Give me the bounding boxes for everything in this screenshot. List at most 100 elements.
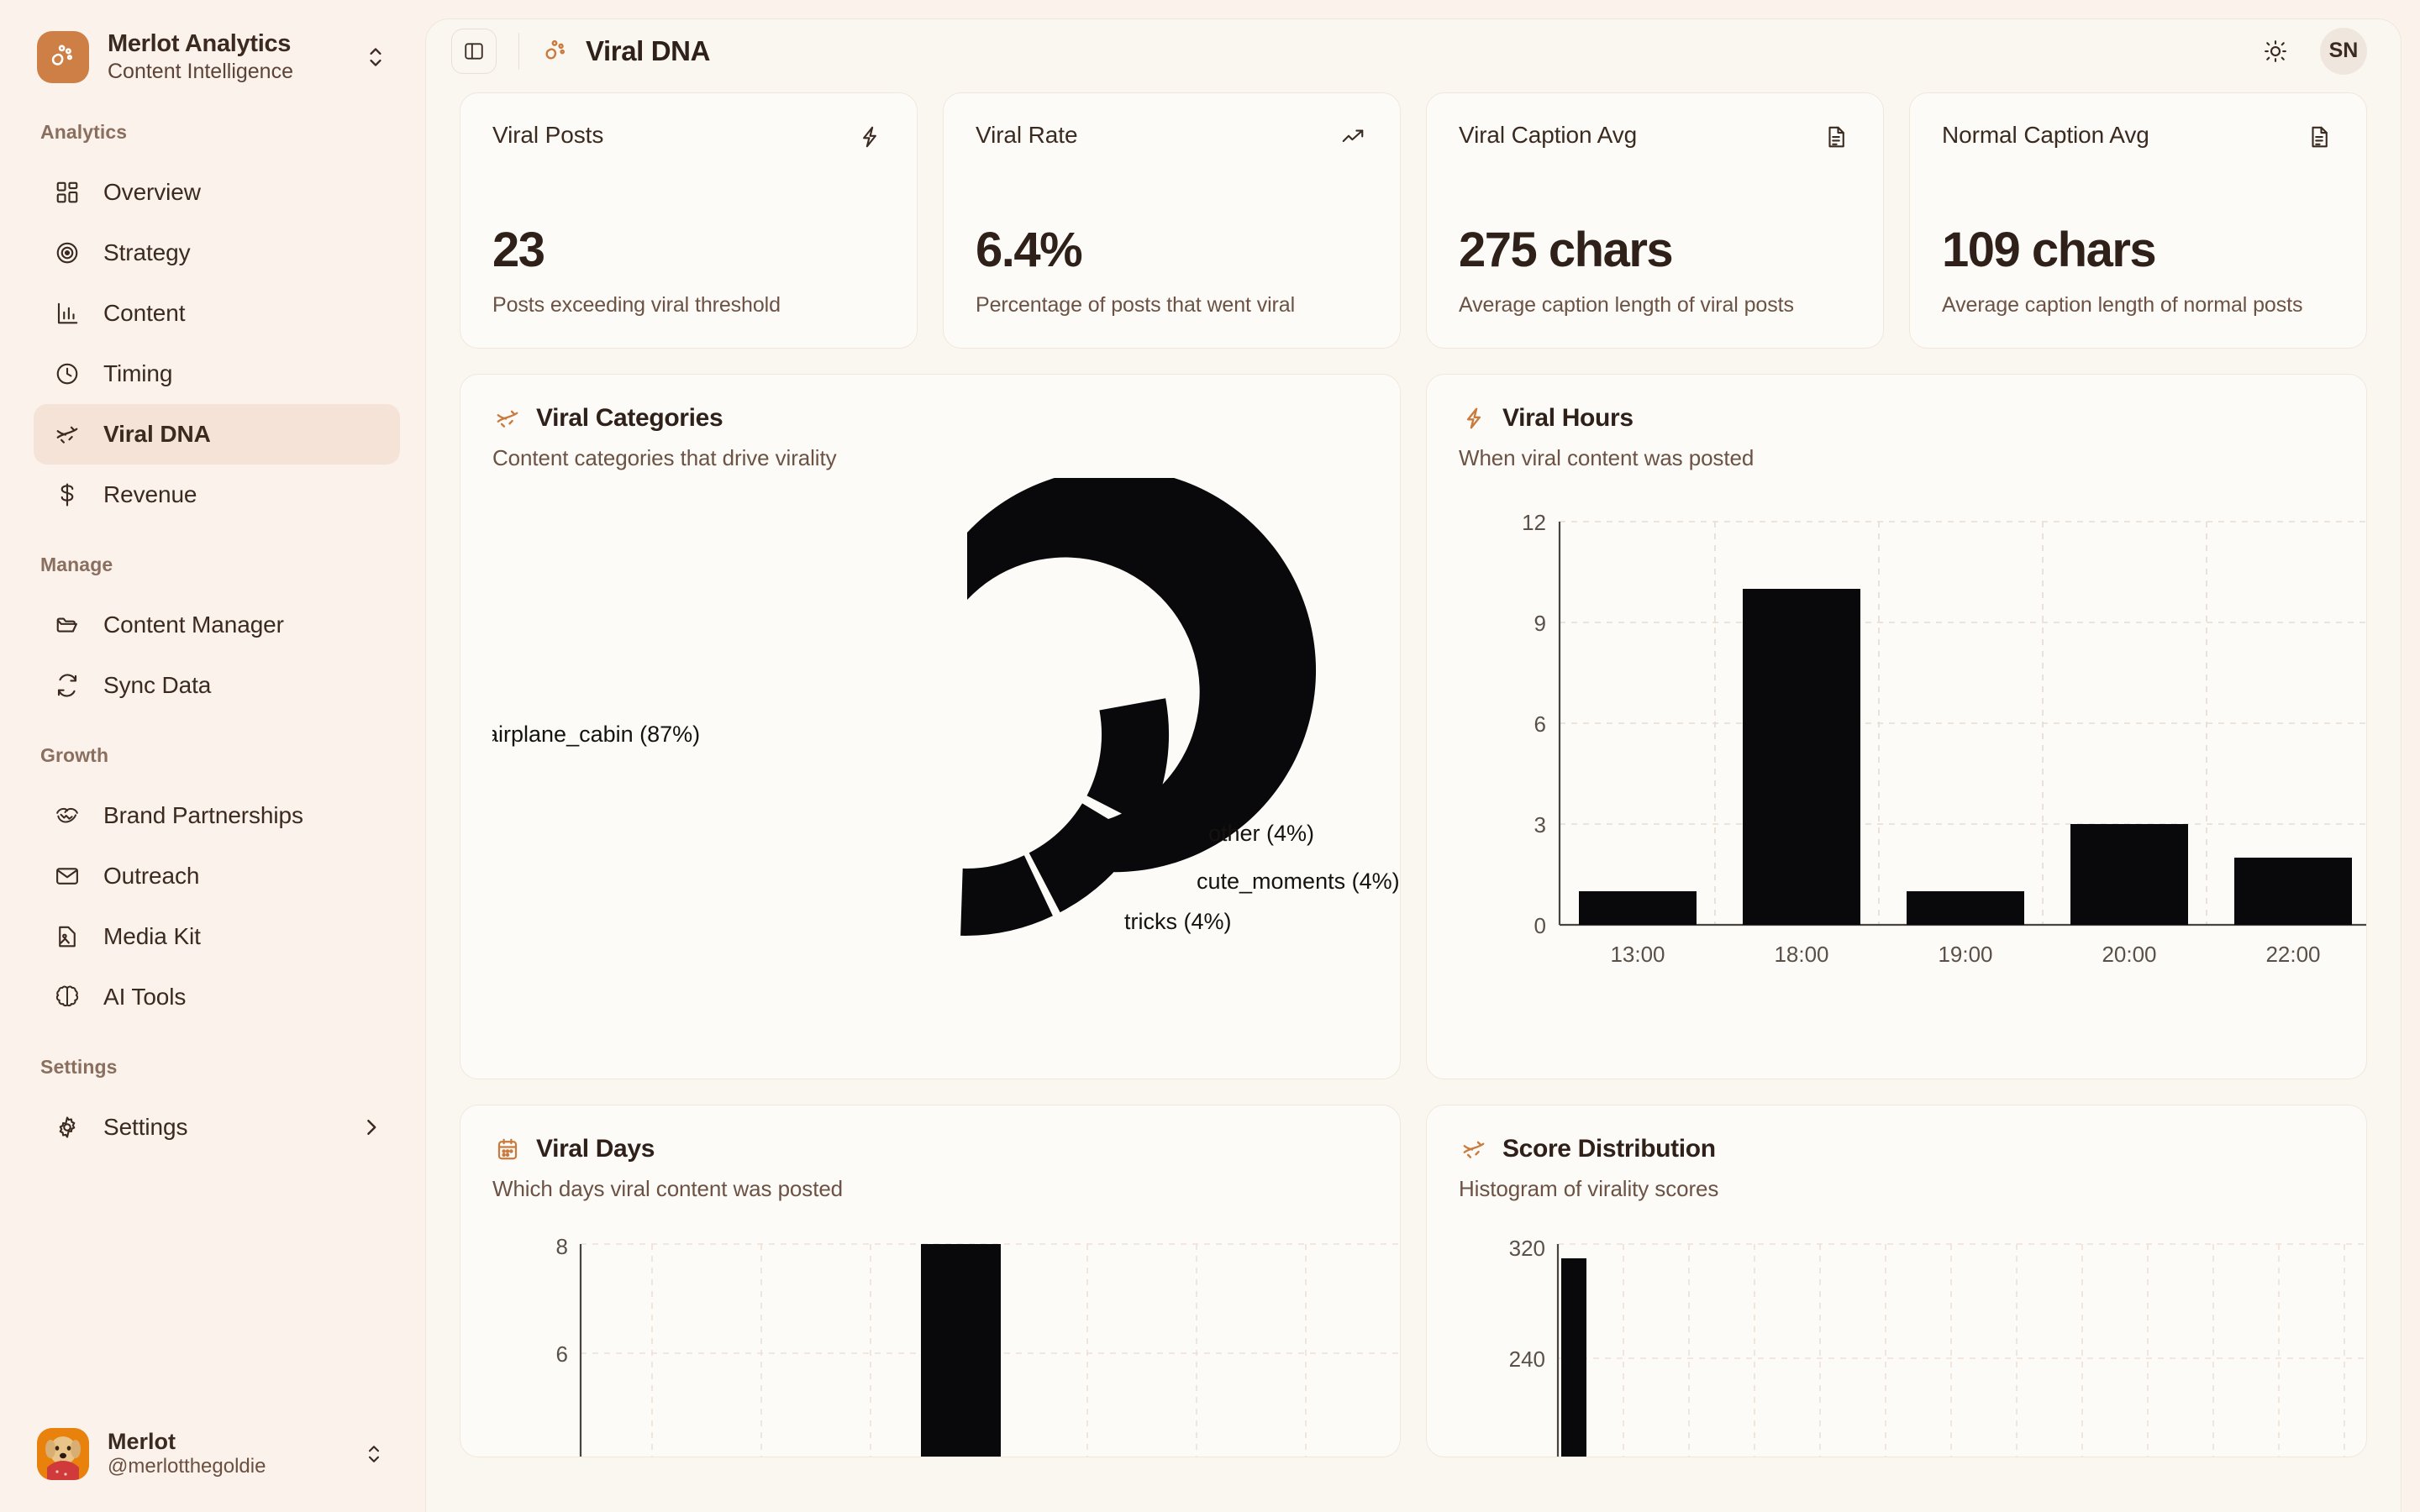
donut-svg: airplane_cabin (87%) other (4%) cute_mom… xyxy=(492,478,1400,936)
zap-icon xyxy=(855,122,885,152)
sidebar-item-content-manager[interactable]: Content Manager xyxy=(34,595,400,655)
card-title: Score Distribution xyxy=(1502,1135,1716,1163)
sidebar-item-label: Overview xyxy=(103,179,201,206)
kpi-value: 275 chars xyxy=(1459,223,1674,277)
kpi-value: 23 xyxy=(492,223,545,277)
x-tick-label: 20:00 xyxy=(2102,942,2156,967)
bar-chart-icon xyxy=(52,298,82,328)
sidebar-item-strategy[interactable]: Strategy xyxy=(34,223,400,283)
kpi-description: Percentage of posts that went viral xyxy=(976,293,1296,317)
kpi-description: Posts exceeding viral threshold xyxy=(492,293,781,317)
y-tick-label: 6 xyxy=(1534,711,1546,737)
kpi-title: Normal Caption Avg xyxy=(1942,122,2149,148)
sidebar-item-timing[interactable]: Timing xyxy=(34,344,400,404)
sidebar-item-label: Media Kit xyxy=(103,923,201,950)
target-icon xyxy=(52,238,82,268)
zap-icon xyxy=(1459,403,1489,433)
chevron-up-down-icon[interactable] xyxy=(360,41,392,73)
main-panel: Viral DNA SN Viral Posts xyxy=(425,18,2402,1512)
sidebar-item-ai-tools[interactable]: AI Tools xyxy=(34,967,400,1027)
card-subtitle: Histogram of virality scores xyxy=(1459,1176,1719,1201)
kpi-value: 6.4% xyxy=(976,223,1083,277)
card-header: Viral Days xyxy=(492,1134,1368,1164)
chevron-up-down-icon[interactable] xyxy=(360,1440,388,1468)
sidebar-item-media-kit[interactable]: Media Kit xyxy=(34,906,400,967)
card-title: Viral Hours xyxy=(1502,404,1634,432)
panel-left-icon[interactable] xyxy=(451,28,497,74)
sidebar-item-revenue[interactable]: Revenue xyxy=(34,465,400,525)
kpi-card-viral-rate: Viral Rate 6.4% Percentage of posts that… xyxy=(943,92,1401,349)
topbar: Viral DNA SN xyxy=(426,19,2401,82)
card-title: Viral Days xyxy=(536,1135,655,1163)
sidebar-item-label: Strategy xyxy=(103,239,191,266)
sidebar-item-label: Brand Partnerships xyxy=(103,802,303,829)
mail-icon xyxy=(52,861,82,891)
y-tick-label: 320 xyxy=(1509,1236,1545,1261)
kpi-value: 109 chars xyxy=(1942,223,2157,277)
card-subtitle: Content categories that drive virality xyxy=(492,445,837,470)
dashboard-content: Viral Posts 23 Posts exceeding viral thr… xyxy=(426,82,2401,1457)
sidebar-item-content[interactable]: Content xyxy=(34,283,400,344)
sidebar-item-label: Sync Data xyxy=(103,672,212,699)
bar-svg: 8 6 xyxy=(556,1234,1400,1457)
sidebar-item-settings[interactable]: Settings xyxy=(34,1097,400,1158)
paw-icon xyxy=(541,36,571,66)
y-tick-label: 3 xyxy=(1534,812,1546,837)
sidebar-item-viral-dna[interactable]: Viral DNA xyxy=(34,404,400,465)
image-file-icon xyxy=(52,921,82,952)
card-viral-hours: Viral Hours When viral content was poste… xyxy=(1426,374,2367,1079)
viral-categories-donut-chart: airplane_cabin (87%) other (4%) cute_mom… xyxy=(492,478,1400,982)
kpi-head: Viral Posts xyxy=(492,122,885,152)
y-tick-label: 240 xyxy=(1509,1347,1545,1372)
sidebar-user-profile[interactable]: Merlot @merlotthegoldie xyxy=(0,1428,425,1512)
chart-row-2: Viral Days Which days viral content was … xyxy=(460,1105,2367,1457)
bar xyxy=(921,1244,1001,1457)
topbar-divider xyxy=(518,32,519,70)
nav-group-growth: Growth Brand Partnerships xyxy=(0,744,425,1027)
nav-section-label-analytics: Analytics xyxy=(40,121,128,144)
kpi-description: Average caption length of viral posts xyxy=(1459,293,1794,317)
kpi-title: Viral Rate xyxy=(976,122,1078,148)
sidebar-item-label: Revenue xyxy=(103,481,197,508)
brand-subtitle: Content Intelligence xyxy=(108,60,293,84)
bar xyxy=(1579,891,1697,925)
nav-section-label-growth: Growth xyxy=(40,744,109,767)
avatar xyxy=(37,1428,89,1480)
brain-icon xyxy=(52,982,82,1012)
sidebar-item-outreach[interactable]: Outreach xyxy=(34,846,400,906)
viral-hours-bar-chart: 12 9 6 3 0 13:00 xyxy=(1459,496,2366,1009)
y-tick-label: 8 xyxy=(556,1236,568,1259)
card-header: Viral Categories xyxy=(492,403,1368,433)
bar-svg: 12 9 6 3 0 13:00 xyxy=(1522,510,2366,967)
avatar-initials[interactable]: SN xyxy=(2320,27,2367,75)
pie-label-airplane-cabin: airplane_cabin (87%) xyxy=(492,722,700,747)
card-viral-days: Viral Days Which days viral content was … xyxy=(460,1105,1401,1457)
y-tick-label: 6 xyxy=(556,1341,568,1367)
card-header: Viral Hours xyxy=(1459,403,2334,433)
calendar-icon xyxy=(492,1134,523,1164)
brand-header[interactable]: Merlot Analytics Content Intelligence xyxy=(0,0,425,84)
sidebar-item-overview[interactable]: Overview xyxy=(34,162,400,223)
dna-icon xyxy=(1459,1134,1489,1164)
card-header: Score Distribution xyxy=(1459,1134,2334,1164)
folder-icon xyxy=(52,610,82,640)
nav-group-settings: Settings Settings xyxy=(0,1056,425,1158)
user-text-block: Merlot @merlotthegoldie xyxy=(108,1429,341,1479)
sidebar-item-brand-partnerships[interactable]: Brand Partnerships xyxy=(34,785,400,846)
dna-icon xyxy=(52,419,82,449)
kpi-description: Average caption length of normal posts xyxy=(1942,293,2303,317)
sidebar-item-sync-data[interactable]: Sync Data xyxy=(34,655,400,716)
sidebar-item-label: AI Tools xyxy=(103,984,187,1011)
card-title: Viral Categories xyxy=(536,404,723,432)
gear-icon xyxy=(52,1112,82,1142)
x-tick-label: 13:00 xyxy=(1610,942,1665,967)
pie-label-other: other (4%) xyxy=(1208,821,1314,846)
nav-section-label-manage: Manage xyxy=(40,554,113,576)
y-tick-label: 12 xyxy=(1522,510,1546,535)
sun-icon[interactable] xyxy=(2256,32,2295,71)
dna-icon xyxy=(492,403,523,433)
bar-svg: 320 240 xyxy=(1509,1236,2366,1457)
y-tick-label: 0 xyxy=(1534,913,1546,938)
chart-row-1: Viral Categories Content categories that… xyxy=(460,374,2367,1079)
card-score-distribution: Score Distribution Histogram of virality… xyxy=(1426,1105,2367,1457)
